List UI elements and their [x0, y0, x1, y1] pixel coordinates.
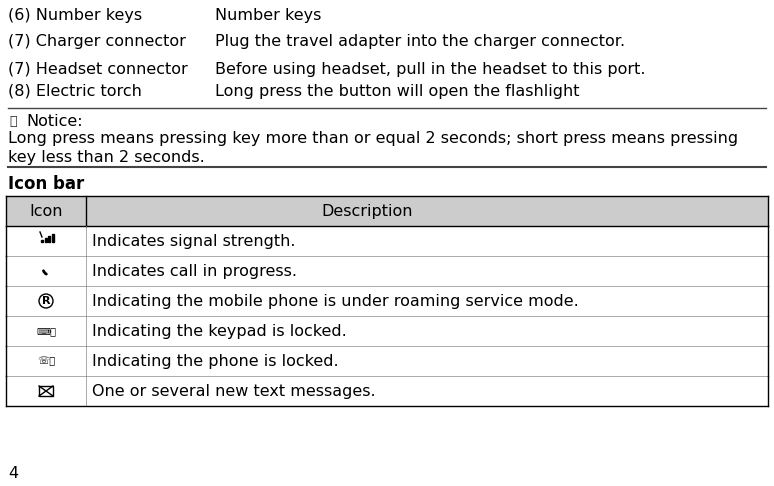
Text: Before using headset, pull in the headset to this port.: Before using headset, pull in the headse…	[215, 62, 646, 77]
Text: (7) Headset connector: (7) Headset connector	[8, 62, 188, 77]
Text: Plug the travel adapter into the charger connector.: Plug the travel adapter into the charger…	[215, 34, 625, 49]
Bar	[41, 240, 43, 242]
Text: 4: 4	[8, 466, 18, 481]
Text: Long press means pressing key more than or equal 2 seconds; short press means pr: Long press means pressing key more than …	[8, 131, 738, 146]
Text: Indicates signal strength.: Indicates signal strength.	[92, 233, 296, 248]
Text: (6) Number keys: (6) Number keys	[8, 8, 142, 23]
Text: (8) Electric torch: (8) Electric torch	[8, 84, 142, 99]
Text: Number keys: Number keys	[215, 8, 321, 23]
Text: Icon bar: Icon bar	[8, 175, 84, 193]
Bar	[6, 196, 768, 226]
Text: 📖: 📖	[9, 115, 16, 128]
Text: R: R	[42, 296, 50, 306]
Text: (7) Charger connector: (7) Charger connector	[8, 34, 186, 49]
Text: ☏🔒: ☏🔒	[37, 356, 55, 366]
Text: Icon: Icon	[29, 204, 63, 219]
Text: Notice:: Notice:	[26, 114, 83, 129]
Text: Long press the button will open the flashlight: Long press the button will open the flas…	[215, 84, 580, 99]
Text: Indicating the keypad is locked.: Indicating the keypad is locked.	[92, 324, 347, 339]
Bar	[39, 386, 53, 396]
Text: Indicating the phone is locked.: Indicating the phone is locked.	[92, 353, 339, 368]
Text: key less than 2 seconds.: key less than 2 seconds.	[8, 150, 205, 165]
Text: ⌨🔒: ⌨🔒	[36, 326, 56, 336]
Bar	[48, 236, 50, 242]
FancyArrowPatch shape	[43, 271, 46, 274]
Text: Description: Description	[321, 204, 413, 219]
Bar	[44, 238, 46, 242]
Text: One or several new text messages.: One or several new text messages.	[92, 383, 375, 399]
Bar	[52, 234, 53, 242]
Text: Indicates call in progress.: Indicates call in progress.	[92, 263, 297, 278]
Text: Indicating the mobile phone is under roaming service mode.: Indicating the mobile phone is under roa…	[92, 294, 579, 309]
